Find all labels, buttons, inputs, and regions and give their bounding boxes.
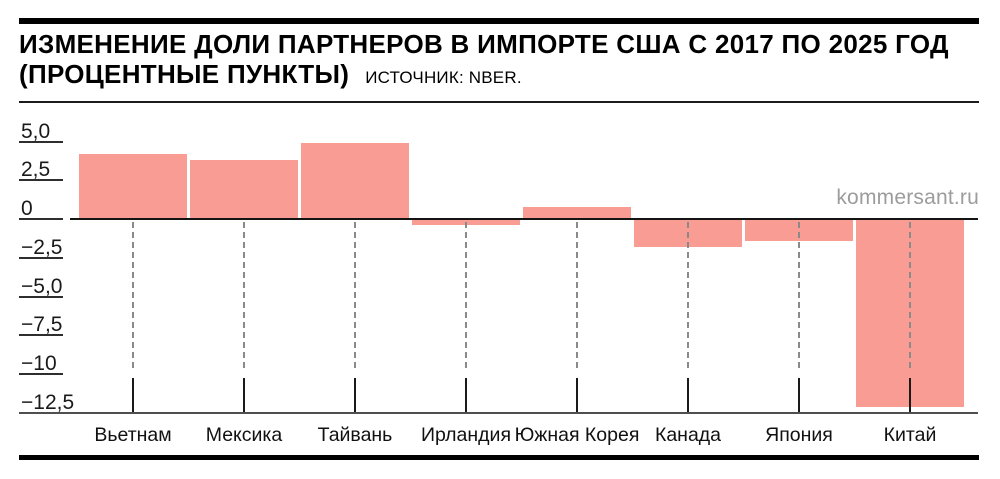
x-axis-tick bbox=[576, 378, 578, 412]
x-axis-tick bbox=[132, 378, 134, 412]
top-frame-rule bbox=[19, 18, 979, 24]
gridline-dashed bbox=[243, 222, 245, 368]
bar-2 bbox=[190, 160, 298, 219]
x-axis-tick bbox=[909, 378, 911, 412]
x-axis-label: Мексика bbox=[205, 424, 283, 446]
gridline-dashed bbox=[798, 222, 800, 368]
y-axis-tick bbox=[19, 179, 63, 182]
bar-3 bbox=[301, 143, 409, 219]
y-axis-label: 2,5 bbox=[21, 158, 51, 182]
bar-1 bbox=[79, 153, 187, 219]
x-axis-label: Тайвань bbox=[317, 424, 393, 446]
bar-5 bbox=[523, 206, 631, 219]
y-axis-tick bbox=[19, 140, 63, 143]
gridline-dashed bbox=[909, 222, 911, 368]
y-axis-tick bbox=[19, 373, 63, 375]
y-axis-tick bbox=[19, 334, 63, 337]
chart-header: ИЗМЕНЕНИЕ ДОЛИ ПАРТНЕРОВ В ИМПОРТЕ США С… bbox=[19, 29, 979, 93]
y-axis-tick bbox=[19, 295, 63, 298]
bottom-frame-rule bbox=[19, 455, 979, 460]
zero-axis-line bbox=[70, 217, 978, 221]
gridline-dashed bbox=[465, 222, 467, 368]
y-axis-label: −10 bbox=[21, 352, 57, 375]
watermark-kommersant: kommersant.ru bbox=[836, 186, 979, 209]
bottom-axis-line bbox=[19, 411, 978, 414]
y-axis-label: 0 bbox=[21, 197, 33, 220]
x-axis-tick bbox=[354, 378, 356, 412]
x-axis-tick bbox=[687, 378, 689, 412]
y-axis-label: −12,5 bbox=[21, 390, 75, 414]
gridline-dashed bbox=[354, 222, 356, 368]
x-axis-label: Ирландия bbox=[420, 424, 512, 446]
y-axis-label: 5,0 bbox=[21, 119, 51, 143]
y-axis-label: −2,5 bbox=[21, 235, 63, 259]
x-axis-tick bbox=[798, 378, 800, 412]
x-axis-label: Китай bbox=[883, 424, 937, 446]
x-axis-tick bbox=[465, 378, 467, 412]
x-axis-label: Япония bbox=[765, 424, 833, 446]
chart-title-line1: ИЗМЕНЕНИЕ ДОЛИ ПАРТНЕРОВ В ИМПОРТЕ США С… bbox=[19, 29, 949, 59]
gridline-dashed bbox=[576, 222, 578, 368]
y-axis-label: −5,0 bbox=[21, 274, 63, 298]
x-axis-label: Южная Корея bbox=[514, 424, 640, 446]
x-axis-label: Вьетнам bbox=[94, 424, 172, 446]
chart-title-line2-row: (ПРОЦЕНТНЫЕ ПУНКТЫ) ИСТОЧНИК: NBER. bbox=[19, 59, 979, 93]
gridline-dashed bbox=[687, 222, 689, 368]
chart-title-line2: (ПРОЦЕНТНЫЕ ПУНКТЫ) bbox=[19, 59, 350, 89]
x-axis-tick bbox=[243, 378, 245, 412]
x-axis-label: Канада bbox=[654, 424, 722, 446]
y-axis-label: −7,5 bbox=[21, 313, 63, 337]
y-axis-tick bbox=[19, 218, 63, 220]
header-divider-rule bbox=[19, 101, 979, 103]
source-label: ИСТОЧНИК: NBER. bbox=[365, 68, 522, 87]
gridline-dashed bbox=[132, 222, 134, 368]
y-axis-tick bbox=[19, 256, 63, 259]
